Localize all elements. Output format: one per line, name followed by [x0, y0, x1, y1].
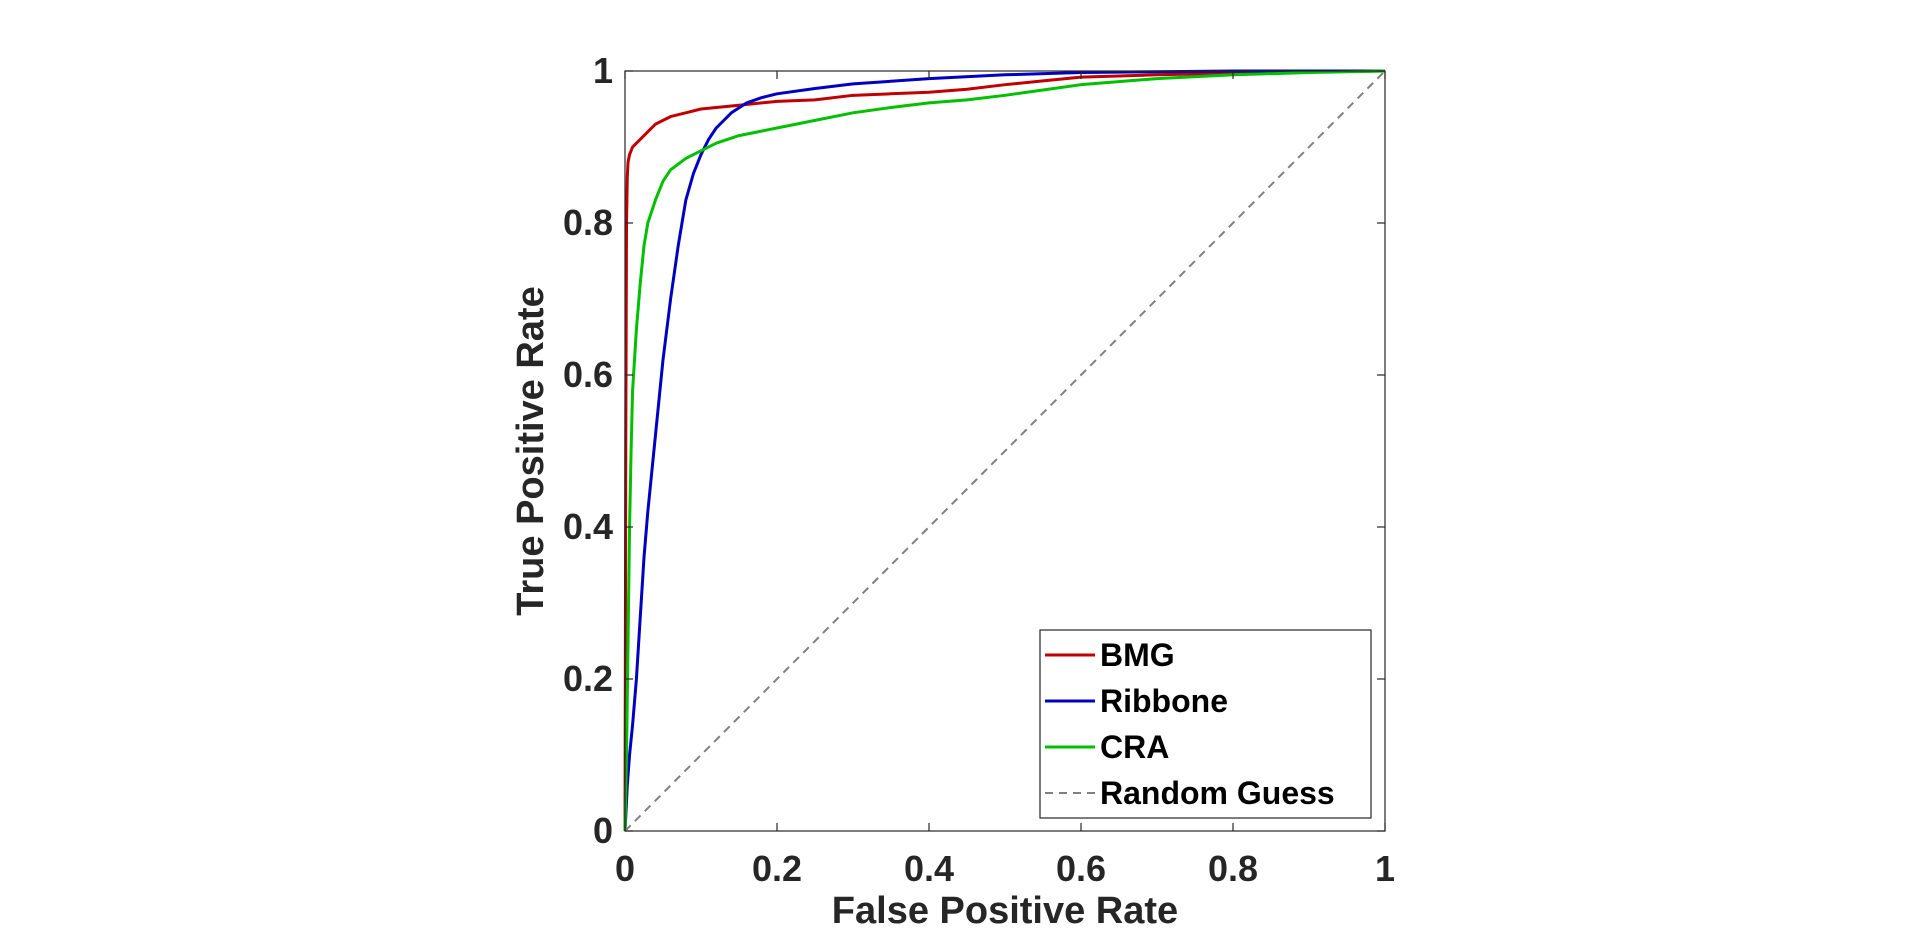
ticks-layer: [624, 70, 1386, 832]
y-tick-label-3: 0.6: [563, 354, 613, 395]
series-line-random-guess: [624, 70, 1386, 832]
x-tick-label-3: 0.6: [1056, 848, 1106, 889]
x-tick-label-5: 1: [1375, 848, 1395, 889]
series-line-cra: [623, 69, 1386, 832]
legend-label-bmg: BMG: [1100, 637, 1175, 673]
legend-label-cra: CRA: [1100, 729, 1169, 765]
y-tick-label-0: 0: [593, 810, 613, 851]
series-line-ribbone: [623, 69, 1385, 832]
legend-items: BMG Ribbone CRA Random Guess: [1045, 637, 1335, 811]
x-tick-label-4: 0.8: [1208, 848, 1258, 889]
legend-box: [1039, 629, 1372, 819]
x-tick-label-1: 0.2: [752, 848, 802, 889]
x-axis-label: False Positive Rate: [832, 890, 1178, 932]
legend: BMG Ribbone CRA Random Guess: [1039, 629, 1372, 819]
series-line-bmg: [623, 69, 1386, 832]
y-tick-label-5: 1: [593, 50, 613, 91]
y-tick-label-1: 0.2: [563, 658, 613, 699]
x-tick-label-0: 0: [615, 848, 635, 889]
legend-label-ribbone: Ribbone: [1100, 683, 1228, 719]
legend-label-random-guess: Random Guess: [1100, 775, 1335, 811]
x-tick-label-2: 0.4: [904, 848, 954, 889]
y-tick-label-4: 0.8: [563, 202, 613, 243]
plot-frame: [624, 70, 1386, 832]
y-tick-label-2: 0.4: [563, 506, 613, 547]
tick-labels-layer: 0 0.2 0.4 0.6 0.8 1 0 0.2 0.4 0.6 0.8 1: [563, 50, 1395, 889]
series-layer: [623, 69, 1386, 832]
y-axis-label: True Positive Rate: [510, 286, 552, 615]
